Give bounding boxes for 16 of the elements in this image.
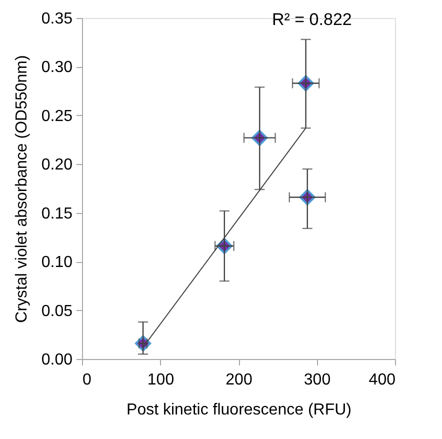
annotation: R² = 0.822 (272, 10, 352, 29)
y-tick-label: 0.00 (41, 352, 73, 368)
y-tick-label: 0.05 (41, 302, 73, 320)
x-axis-title: Post kinetic fluorescence (RFU) (126, 402, 352, 418)
y-tick-label: 0.30 (41, 59, 73, 76)
x-tick-label: 300 (304, 372, 331, 388)
x-tick-label: 200 (226, 372, 252, 388)
x-tick-label: 400 (368, 372, 396, 388)
y-tick-label: 0.35 (41, 10, 73, 28)
y-tick-label: 0.25 (41, 108, 73, 125)
y-tick-label: 0.10 (41, 254, 73, 272)
y-tick-label: 0.15 (41, 205, 73, 222)
x-tick-label: 0 (82, 372, 92, 388)
y-tick-label: 0.20 (41, 156, 73, 174)
y-axis-title: Crystal violet absorbance (OD550nm) (13, 55, 30, 323)
x-tick-label: 100 (147, 372, 174, 388)
